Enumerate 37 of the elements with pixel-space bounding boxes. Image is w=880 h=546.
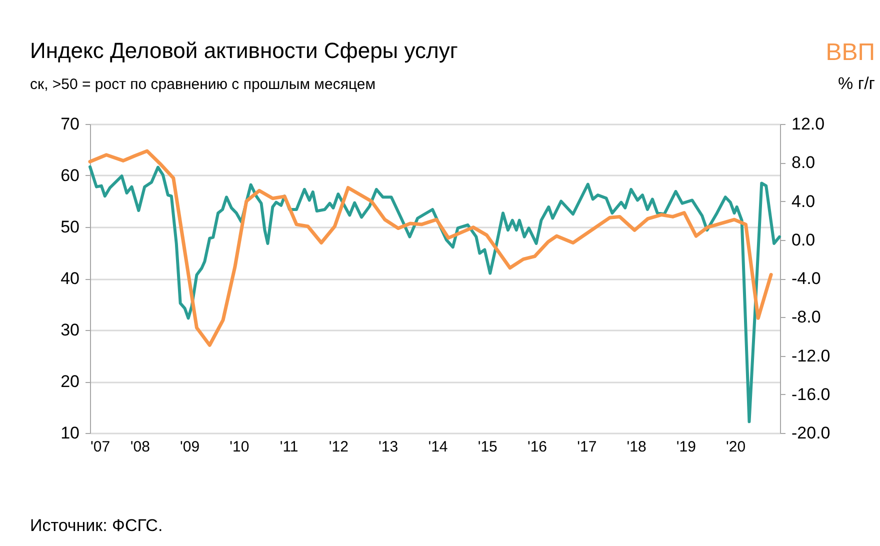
x-tick-label: '07 bbox=[90, 438, 110, 456]
x-tick-label: '13 bbox=[378, 438, 398, 456]
y2-tick-label: -4.0 bbox=[792, 269, 821, 288]
y-tick-label: 50 bbox=[60, 218, 80, 236]
y2-tick-label: 0.0 bbox=[792, 230, 816, 250]
line-series bbox=[88, 149, 773, 347]
x-tick-label: '10 bbox=[230, 438, 250, 456]
y-tick-label: 60 bbox=[60, 166, 80, 185]
x-tick-label: '19 bbox=[676, 438, 696, 456]
x-tick-label: '08 bbox=[130, 438, 150, 456]
y2-tick-label: -12.0 bbox=[792, 346, 830, 366]
x-tick-label: '18 bbox=[626, 438, 646, 456]
y2-tick-label: 12.0 bbox=[792, 114, 825, 134]
x-tick-label: '16 bbox=[527, 438, 548, 456]
y-tick-label: 70 bbox=[60, 114, 80, 134]
y-tick-label: 20 bbox=[60, 372, 80, 391]
y2-tick-label: 8.0 bbox=[792, 153, 816, 172]
x-tick-label: '17 bbox=[577, 438, 597, 456]
text: Источник: ФСГС. bbox=[30, 516, 163, 535]
y2-tick-label: -20.0 bbox=[792, 424, 830, 442]
x-tick-label: '15 bbox=[478, 438, 498, 456]
y2-tick-label: -16.0 bbox=[792, 384, 830, 404]
y2-tick-label: 4.0 bbox=[792, 192, 816, 211]
x-tick-label: '11 bbox=[280, 438, 298, 456]
x-tick-label: '09 bbox=[180, 438, 200, 456]
y-tick-label: 10 bbox=[60, 424, 80, 442]
x-tick-label: '12 bbox=[328, 438, 348, 456]
y-axis-title: ск, >50 = рост по сравнению с прошлым месяцем bbox=[30, 76, 376, 93]
y2-tick-label: -8.0 bbox=[792, 308, 821, 327]
y-tick-label: 40 bbox=[60, 269, 80, 288]
chart-title: Индекс Деловой активности Сферы услуг bbox=[30, 38, 458, 63]
y2-axis-title: % г/г bbox=[838, 74, 875, 93]
x-tick-label: '14 bbox=[428, 438, 448, 456]
x-tick-label: '20 bbox=[726, 438, 746, 456]
text: ВВП bbox=[826, 39, 875, 66]
line-series bbox=[88, 165, 782, 424]
y-tick-label: 30 bbox=[60, 320, 80, 340]
